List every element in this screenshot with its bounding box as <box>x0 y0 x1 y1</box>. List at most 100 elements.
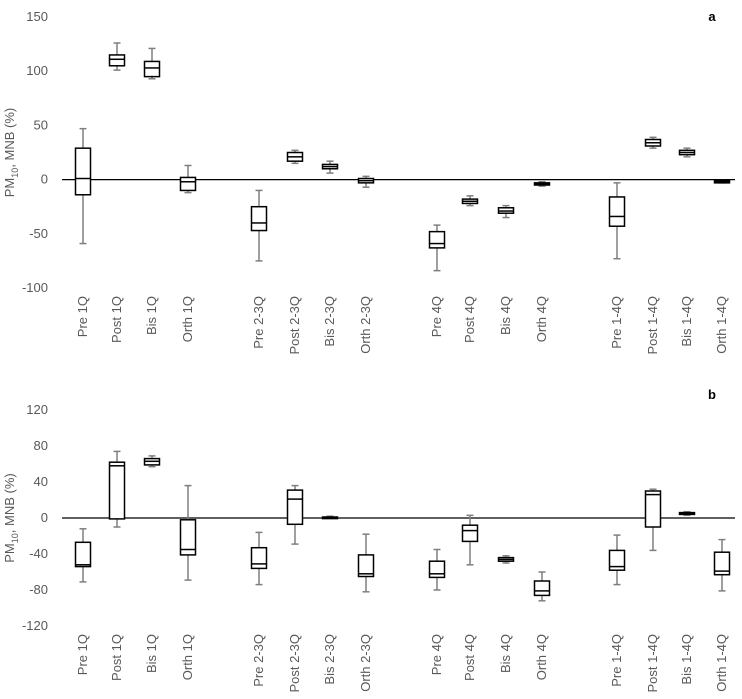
y-tick-label: 0 <box>41 510 48 525</box>
iqr-box <box>108 54 126 67</box>
box-plot <box>74 127 92 245</box>
panel-label: b <box>708 387 716 402</box>
box-plot <box>357 175 375 188</box>
y-axis-title: PM10, MNB (%) <box>2 473 20 562</box>
box-plot <box>179 164 197 194</box>
category-label: Post 1Q <box>109 634 124 681</box>
y-tick-label: 50 <box>34 117 48 132</box>
box-plot <box>533 181 551 187</box>
iqr-box <box>74 147 92 196</box>
box-plot <box>286 484 304 545</box>
y-tick-label: -80 <box>29 582 48 597</box>
box-plot <box>428 548 446 591</box>
box-plot <box>250 189 268 262</box>
iqr-box <box>179 519 197 556</box>
category-label: Post 2-3Q <box>287 296 302 355</box>
box-plot <box>497 555 515 564</box>
category-label: Bis 1Q <box>144 296 159 335</box>
category-label: Post 2-3Q <box>287 634 302 693</box>
iqr-box <box>428 230 446 249</box>
box-plot <box>713 179 731 184</box>
category-label: Post 1-4Q <box>645 634 660 693</box>
y-axis-title-subscript: 10 <box>10 533 20 543</box>
y-tick-label: -50 <box>29 226 48 241</box>
iqr-box <box>179 176 197 192</box>
category-label: Post 1-4Q <box>645 296 660 355</box>
iqr-box <box>143 60 161 78</box>
y-axis-title-suffix: , MNB (%) <box>2 473 17 533</box>
y-axis-title-prefix: PM <box>2 543 17 563</box>
category-label: Pre 1Q <box>75 634 90 675</box>
y-tick-label: 40 <box>34 474 48 489</box>
category-label: Bis 4Q <box>498 634 513 673</box>
box-plot <box>644 136 662 149</box>
box-plot <box>533 571 551 602</box>
box-plot <box>461 195 479 207</box>
iqr-box <box>286 489 304 526</box>
category-label: Bis 4Q <box>498 296 513 335</box>
y-tick-label: 0 <box>41 172 48 187</box>
box-plot <box>321 515 339 520</box>
box-plot <box>179 484 197 581</box>
category-label: Post 4Q <box>462 634 477 681</box>
iqr-box <box>713 551 731 576</box>
box-plot <box>461 514 479 566</box>
box-plot <box>108 42 126 71</box>
category-label: Orth 1Q <box>180 634 195 680</box>
iqr-box <box>461 524 479 543</box>
box-plot <box>644 488 662 552</box>
y-tick-label: 120 <box>26 402 48 417</box>
box-plot <box>321 160 339 174</box>
category-label: Pre 1-4Q <box>609 296 624 349</box>
category-label: Bis 1-4Q <box>679 296 694 347</box>
category-label: Pre 1-4Q <box>609 634 624 687</box>
box-plot <box>108 450 126 528</box>
iqr-box <box>250 205 268 232</box>
y-axis-title-suffix: , MNB (%) <box>2 108 17 168</box>
category-label: Orth 2-3Q <box>358 296 373 354</box>
category-label: Bis 2-3Q <box>322 296 337 347</box>
category-label: Pre 2-3Q <box>251 296 266 349</box>
category-label: Bis 2-3Q <box>322 634 337 685</box>
box-plot <box>143 47 161 80</box>
box-plot <box>357 533 375 593</box>
y-tick-label: 100 <box>26 63 48 78</box>
box-plot <box>428 224 446 272</box>
box-plot <box>678 147 696 158</box>
iqr-box <box>608 196 626 227</box>
iqr-box <box>533 580 551 597</box>
y-axis-title-prefix: PM <box>2 178 17 198</box>
iqr-box <box>608 549 626 571</box>
y-tick-label: 80 <box>34 438 48 453</box>
panel-b: 120 80 40 0 -40 -80 -120 PM10, MNB (%) b Pre 1Q Po… <box>2 387 735 693</box>
category-label: Orth 1Q <box>180 296 195 342</box>
box-plot <box>608 534 626 586</box>
category-label: Bis 1Q <box>144 634 159 673</box>
box-plot <box>608 182 626 260</box>
category-label: Pre 2-3Q <box>251 634 266 687</box>
panel-a: 150 100 50 0 -50 -100 PM10, MNB (%) a Pre 1Q Post… <box>2 9 735 355</box>
box-plot <box>286 149 304 165</box>
category-label: Post 4Q <box>462 296 477 343</box>
category-label: Bis 1-4Q <box>679 634 694 685</box>
iqr-box <box>428 560 446 579</box>
category-label: Orth 2-3Q <box>358 634 373 692</box>
iqr-box <box>250 546 268 570</box>
category-label: Pre 4Q <box>429 296 444 337</box>
category-label: Orth 1-4Q <box>714 296 729 354</box>
iqr-box <box>644 490 662 528</box>
y-axis-title-subscript: 10 <box>10 168 20 178</box>
box-plot <box>713 538 731 592</box>
iqr-box <box>74 541 92 568</box>
y-axis-title: PM10, MNB (%) <box>2 108 20 197</box>
y-tick-label: -40 <box>29 546 48 561</box>
panel-label: a <box>708 9 716 24</box>
category-label: Orth 4Q <box>534 634 549 680</box>
category-label: Pre 4Q <box>429 634 444 675</box>
box-plot <box>143 455 161 468</box>
category-label: Post 1Q <box>109 296 124 343</box>
box-plot <box>74 528 92 583</box>
category-label: Orth 4Q <box>534 296 549 342</box>
iqr-box <box>108 461 126 520</box>
